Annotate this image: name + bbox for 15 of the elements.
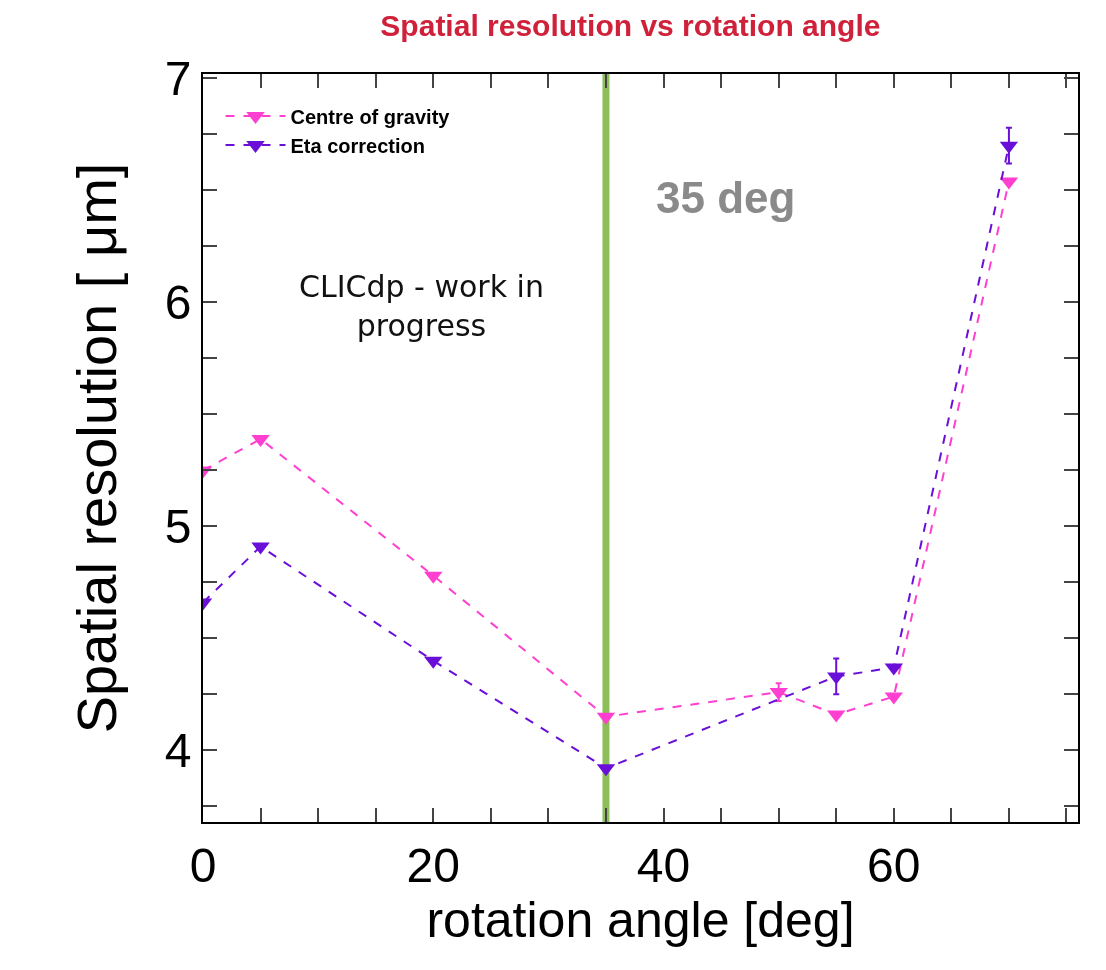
y-tick-label: 5 — [164, 500, 192, 554]
x-tick-label: 20 — [406, 838, 460, 892]
chart-title: Spatial resolution vs rotation angle — [380, 8, 881, 42]
y-axis-title: Spatial resolution [ μm] — [65, 162, 129, 734]
x-tick-label: 60 — [867, 838, 921, 892]
x-tick-label: 40 — [636, 838, 691, 892]
annotation: CLICdp - work in progress — [299, 269, 544, 343]
legend-label: Centre of gravity — [290, 105, 451, 128]
annotation: 35 deg — [656, 173, 796, 222]
x-axis-title: rotation angle [deg] — [426, 891, 855, 948]
y-tick-label: 4 — [164, 724, 192, 778]
x-tick-label: 0 — [189, 838, 217, 892]
y-tick-label: 7 — [164, 52, 192, 106]
y-tick-label: 6 — [164, 276, 192, 330]
legend-label: Eta correction — [290, 134, 425, 157]
